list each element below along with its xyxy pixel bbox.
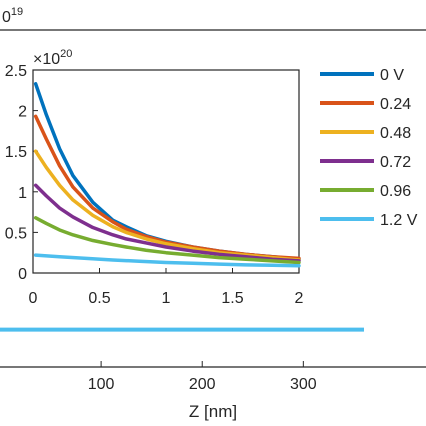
inset-y-tick-label-5: 2.5 [5, 63, 27, 80]
inset-x-tick-label-3: 1.5 [221, 290, 243, 307]
inset-y-tick-label-1: 0.5 [5, 225, 27, 242]
inset-plot-background [32, 69, 300, 274]
inset-series-line-3 [33, 183, 301, 263]
inset-x-ticks: 0 0.5 1 1.5 2 [29, 268, 304, 307]
legend-label-5: 1.2 V [380, 212, 418, 229]
inset-y-multiplier: ×1020 [33, 48, 72, 68]
inset-series-line-4 [33, 216, 301, 265]
main-x-tick-label-1: 200 [189, 376, 216, 393]
inset-series [33, 82, 301, 268]
main-x-tick-label-0: 100 [88, 376, 115, 393]
inset-y-ticks: 0 0.5 1 1.5 2 2.5 [5, 63, 38, 283]
legend-label-2: 0.48 [380, 125, 411, 142]
legend-label-1: 0.24 [380, 96, 411, 113]
main-y-exponent: 019 [2, 6, 23, 26]
inset-series-line-5 [33, 253, 301, 268]
main-x-ticks: 100 200 300 [88, 361, 317, 393]
legend-label-4: 0.96 [380, 183, 411, 200]
legend: 0 V 0.24 0.48 0.72 0.96 1.2 V [320, 67, 418, 229]
main-plot: 019 100 200 300 Z [nm] [0, 6, 426, 421]
inset-y-tick-label-4: 2 [18, 104, 27, 121]
inset-x-tick-label-1: 0.5 [88, 290, 110, 307]
legend-label-0: 0 V [380, 67, 404, 84]
inset-x-tick-label-4: 2 [295, 290, 304, 307]
inset-x-tick-label-2: 1 [162, 290, 171, 307]
main-x-axis-label: Z [nm] [189, 402, 237, 421]
inset-y-tick-label-0: 0 [18, 266, 27, 283]
legend-label-3: 0.72 [380, 154, 411, 171]
inset-x-tick-label-0: 0 [29, 290, 38, 307]
inset-y-tick-label-3: 1.5 [5, 144, 27, 161]
inset-y-tick-label-2: 1 [18, 185, 27, 202]
main-x-tick-label-2: 300 [290, 376, 317, 393]
inset-plot: ×1020 0 0.5 1 1.5 2 2.5 0 0.5 1 1.5 2 [5, 48, 304, 307]
